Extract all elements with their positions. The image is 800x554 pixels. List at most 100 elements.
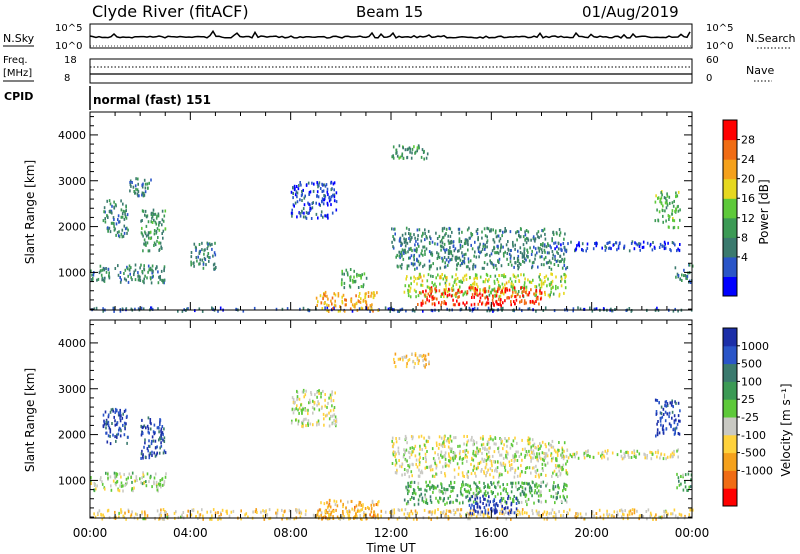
heatmap-cell <box>487 514 489 518</box>
heatmap-cell <box>530 238 532 242</box>
heatmap-cell <box>660 191 662 195</box>
heatmap-cell <box>148 236 150 240</box>
heatmap-cell <box>453 451 456 455</box>
heatmap-cell <box>380 514 382 518</box>
heatmap-cell <box>412 496 415 500</box>
heatmap-cell <box>536 455 538 459</box>
heatmap-cell <box>345 506 347 510</box>
heatmap-cell <box>470 438 472 442</box>
heatmap-cell <box>532 236 535 240</box>
heatmap-cell <box>542 469 544 472</box>
heatmap-cell <box>691 264 694 268</box>
heatmap-cell <box>502 286 504 290</box>
heatmap-cell <box>443 487 445 491</box>
heatmap-cell <box>126 441 128 445</box>
colorbar-swatch <box>723 363 737 382</box>
heatmap-cell <box>527 250 529 254</box>
heatmap-cell <box>551 239 553 243</box>
heatmap-cell <box>143 517 146 521</box>
heatmap-cell <box>525 229 528 232</box>
heatmap-cell <box>462 457 465 461</box>
heatmap-cell <box>307 408 309 412</box>
heatmap-cell <box>440 489 442 493</box>
heatmap-cell <box>141 510 143 514</box>
heatmap-cell <box>493 303 495 307</box>
heatmap-cell <box>539 273 541 276</box>
heatmap-cell <box>154 243 157 247</box>
heatmap-cell <box>149 418 152 421</box>
heatmap-cell <box>404 244 407 248</box>
heatmap-cell <box>504 463 507 467</box>
heatmap-cell <box>574 455 576 459</box>
heatmap-cell <box>147 231 150 235</box>
heatmap-cell <box>675 194 678 198</box>
heatmap-cell <box>526 466 528 470</box>
heatmap-cell <box>437 500 440 504</box>
heatmap-cell <box>562 242 565 245</box>
heatmap-cell <box>512 454 514 458</box>
heatmap-cell <box>636 243 639 247</box>
heatmap-cell <box>326 294 328 298</box>
heatmap-cell <box>141 449 143 453</box>
cpid-label: CPID <box>4 90 33 103</box>
heatmap-cell <box>349 268 352 271</box>
heatmap-cell <box>512 273 515 277</box>
heatmap-cell <box>199 513 202 517</box>
heatmap-cell <box>459 444 461 448</box>
heatmap-cell <box>396 469 398 473</box>
heatmap-cell <box>131 480 133 484</box>
heatmap-cell <box>335 508 337 512</box>
heatmap-cell <box>479 289 481 293</box>
heatmap-cell <box>137 190 140 194</box>
heatmap-cell <box>398 437 401 440</box>
heatmap-cell <box>419 354 422 358</box>
heatmap-cell <box>161 209 164 213</box>
heatmap-cell <box>528 466 531 470</box>
heatmap-cell <box>235 307 237 311</box>
heatmap-cell <box>492 499 495 503</box>
heatmap-cell <box>423 293 426 297</box>
heatmap-cell <box>662 204 664 208</box>
heatmap-cell <box>482 244 485 248</box>
heatmap-cell <box>295 510 298 514</box>
heatmap-cell <box>415 511 417 515</box>
heatmap-cell <box>504 506 507 510</box>
heatmap-cell <box>484 234 487 238</box>
heatmap-cell <box>672 226 675 230</box>
heatmap-cell <box>391 508 393 512</box>
heatmap-cell <box>525 301 527 305</box>
heatmap-cell <box>105 267 107 270</box>
heatmap-cell <box>537 444 540 448</box>
heatmap-cell <box>536 232 538 236</box>
heatmap-cell <box>403 512 406 516</box>
heatmap-cell <box>107 508 110 512</box>
heatmap-cell <box>488 450 490 454</box>
heatmap-cell <box>330 188 333 192</box>
heatmap-cell <box>324 404 326 408</box>
heatmap-cell <box>671 401 673 405</box>
heatmap-cell <box>119 472 121 476</box>
heatmap-cell <box>439 266 442 270</box>
heatmap-cell <box>478 487 481 491</box>
heatmap-cell <box>417 362 420 365</box>
heatmap-cell <box>649 450 651 454</box>
heatmap-cell <box>334 415 337 419</box>
heatmap-cell <box>522 492 525 496</box>
heatmap-cell <box>340 499 342 503</box>
heatmap-cell <box>217 518 219 521</box>
heatmap-cell <box>125 205 127 209</box>
heatmap-cell <box>275 514 278 518</box>
heatmap-cell <box>631 512 633 516</box>
heatmap-cell <box>437 273 439 277</box>
heatmap-cell <box>470 495 473 499</box>
heatmap-cell <box>110 408 113 412</box>
heatmap-cell <box>409 446 412 450</box>
heatmap-cell <box>397 450 400 454</box>
heatmap-cell <box>650 457 653 461</box>
heatmap-cell <box>672 405 674 409</box>
heatmap-cell <box>482 502 484 505</box>
heatmap-cell <box>124 210 126 214</box>
heatmap-cell <box>425 465 428 469</box>
heatmap-cell <box>163 510 166 513</box>
